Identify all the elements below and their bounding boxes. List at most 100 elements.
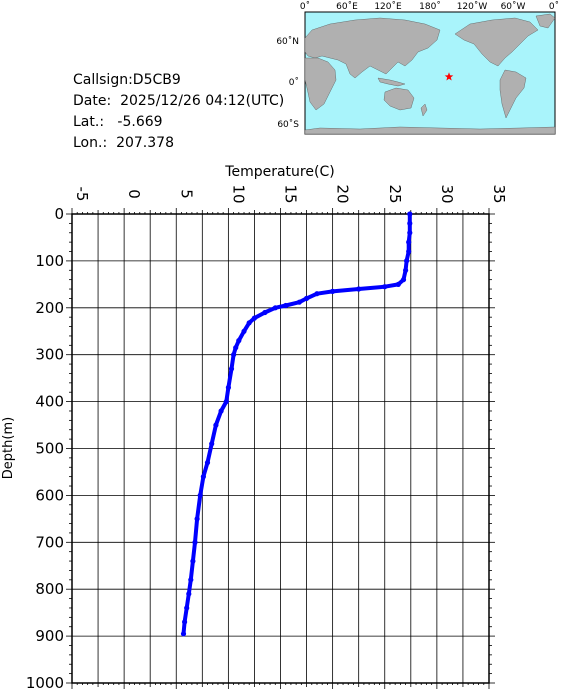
station-marker xyxy=(444,72,454,81)
landmass-new-zealand xyxy=(420,103,428,117)
y-axis-title: Depth(m) xyxy=(1,417,16,479)
world-map: 0˚ 60˚E 120˚E 180˚ 120˚W 60˚W 0˚ 60˚N 0˚… xyxy=(276,1,559,135)
landmass-antarctica xyxy=(304,126,556,135)
data-point xyxy=(190,558,196,564)
x-tick-label: 15 xyxy=(282,184,300,203)
data-point xyxy=(406,239,412,245)
map-tick-lon: 180˚ xyxy=(419,1,441,12)
data-point xyxy=(180,631,187,637)
y-tick-label: 800 xyxy=(35,580,64,598)
data-point xyxy=(184,605,190,611)
data-point xyxy=(296,299,302,305)
landmass-africa xyxy=(304,57,337,111)
lat-label: Lat.: xyxy=(73,114,105,130)
lon-value: 207.378 xyxy=(116,135,174,151)
map-left-ticks: 60˚N 0˚ 60˚S xyxy=(276,36,299,130)
x-tick-label: 10 xyxy=(229,184,247,203)
data-point xyxy=(304,295,310,301)
data-point xyxy=(200,474,206,480)
data-point xyxy=(236,338,242,344)
data-point xyxy=(330,288,336,294)
station-info: Callsign:D5CB9 Date: 2025/12/26 04:12(UT… xyxy=(73,70,284,154)
x-tick-label: 25 xyxy=(386,184,404,203)
data-point xyxy=(283,302,289,309)
data-point xyxy=(225,384,231,391)
data-point xyxy=(218,408,224,414)
landmass-north-america xyxy=(454,17,539,67)
data-point xyxy=(407,211,413,217)
x-tick-labels: -5 0 5 10 15 20 25 30 35 xyxy=(73,184,508,203)
data-point xyxy=(272,305,278,311)
data-point xyxy=(194,516,200,522)
map-tick-lon: 120˚W xyxy=(457,1,488,12)
x-tick-label: 5 xyxy=(177,189,195,199)
callsign-label: Callsign: xyxy=(73,72,133,88)
y-tick-label: 700 xyxy=(35,533,64,551)
x-tick-label: 20 xyxy=(334,184,352,203)
data-point xyxy=(262,309,268,316)
data-point xyxy=(213,422,219,428)
chart-grid xyxy=(71,213,490,684)
x-tick-label: -5 xyxy=(73,187,91,202)
map-tick-lat: 0˚ xyxy=(289,77,299,88)
data-point xyxy=(204,460,211,466)
data-point xyxy=(251,315,257,321)
data-point xyxy=(404,258,410,264)
map-top-ticks: 0˚ 60˚E 120˚E 180˚ 120˚W 60˚W 0˚ xyxy=(300,1,559,12)
x-tick-label: 30 xyxy=(438,184,456,203)
data-point xyxy=(382,284,388,290)
map-tick-lat: 60˚N xyxy=(276,36,299,47)
data-point xyxy=(182,619,188,625)
map-tick-lon: 0˚ xyxy=(549,1,559,12)
data-point xyxy=(228,366,235,372)
data-point xyxy=(407,230,413,236)
data-point xyxy=(223,399,229,405)
data-point xyxy=(188,577,194,583)
date-label: Date: xyxy=(73,93,112,109)
map-tick-lon: 120˚E xyxy=(374,1,402,12)
map-tick-lon: 60˚W xyxy=(501,1,526,12)
star-icon xyxy=(444,72,454,81)
data-point xyxy=(407,220,413,226)
map-tick-lon: 60˚E xyxy=(336,1,358,12)
y-tick-label: 100 xyxy=(35,252,64,270)
lat-row: Lat.: -5.669 xyxy=(73,112,284,133)
callsign-value: D5CB9 xyxy=(132,72,181,88)
y-tick-label: 900 xyxy=(35,627,64,645)
y-tick-label: 1000 xyxy=(26,674,64,690)
landmass-greenland xyxy=(535,13,556,29)
data-point xyxy=(209,441,215,447)
data-point xyxy=(406,248,412,255)
x-axis-title: Temperature(C) xyxy=(224,164,334,180)
y-tick-label: 400 xyxy=(35,393,64,411)
map-land xyxy=(304,13,556,135)
y-tick-label: 200 xyxy=(35,299,64,317)
callsign-row: Callsign:D5CB9 xyxy=(73,70,284,91)
lon-row: Lon.: 207.378 xyxy=(73,133,284,154)
landmass-south-america xyxy=(499,69,527,119)
data-point xyxy=(197,492,203,498)
map-tick-lat: 60˚S xyxy=(277,119,299,130)
date-row: Date: 2025/12/26 04:12(UTC) xyxy=(73,91,284,112)
y-tick-label: 300 xyxy=(35,346,64,364)
lon-label: Lon.: xyxy=(73,135,108,151)
data-point xyxy=(400,277,407,283)
data-point xyxy=(314,291,320,297)
landmass-australia xyxy=(383,87,415,111)
y-tick-label: 0 xyxy=(54,205,64,223)
data-point xyxy=(231,352,237,358)
landmass-indonesia xyxy=(377,77,406,87)
date-value: 2025/12/26 04:12(UTC) xyxy=(120,93,285,109)
y-tick-label: 500 xyxy=(35,440,64,458)
series-group xyxy=(180,211,413,637)
y-tick-labels: 0 100 200 300 400 500 600 700 800 900 1000 xyxy=(26,205,64,690)
x-tick-label: 0 xyxy=(125,189,143,199)
map-tick-lon: 0˚ xyxy=(300,1,310,12)
data-point xyxy=(186,591,192,597)
landmass-eurasia xyxy=(304,17,441,79)
lat-value: -5.669 xyxy=(117,114,163,130)
data-point xyxy=(395,281,401,287)
y-tick-label: 600 xyxy=(35,486,64,504)
data-point xyxy=(241,328,247,334)
